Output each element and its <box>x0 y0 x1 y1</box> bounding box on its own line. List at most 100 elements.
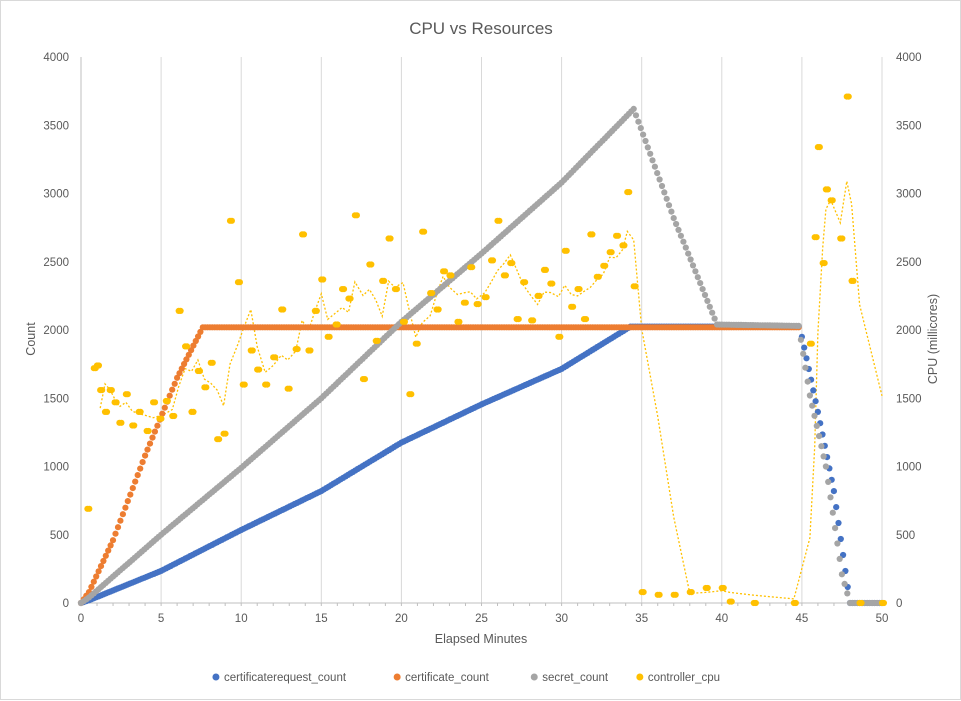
data-point <box>813 422 820 429</box>
data-point <box>834 540 841 547</box>
data-point <box>673 220 680 228</box>
legend-item: secret_count <box>530 672 609 684</box>
data-point <box>792 599 799 607</box>
data-point <box>95 362 102 369</box>
data-point <box>149 434 156 441</box>
data-point <box>117 517 124 524</box>
data-point <box>656 176 663 183</box>
data-point <box>469 264 476 271</box>
data-point <box>159 410 166 417</box>
data-point <box>827 494 834 501</box>
data-point <box>197 328 204 335</box>
data-point <box>145 427 152 435</box>
data-point <box>582 316 590 323</box>
data-point <box>801 344 808 351</box>
data-point <box>114 524 122 531</box>
data-point <box>103 408 111 415</box>
x-tick-label: 30 <box>555 613 568 625</box>
data-point <box>421 228 428 235</box>
data-point <box>833 504 840 511</box>
data-point <box>176 370 183 377</box>
y-tick-label: 3500 <box>43 120 69 132</box>
x-tick-label: 5 <box>158 613 164 625</box>
data-point <box>272 354 279 361</box>
data-point <box>164 397 171 405</box>
data-point <box>806 392 814 399</box>
data-point <box>161 404 168 411</box>
data-point <box>822 463 830 470</box>
y-tick-label: 1000 <box>43 462 69 474</box>
data-point <box>209 359 216 366</box>
data-point <box>816 144 823 151</box>
data-point <box>549 280 556 287</box>
data-point <box>307 347 314 354</box>
data-point <box>124 498 131 505</box>
data-point <box>557 333 564 340</box>
data-point <box>632 112 640 119</box>
data-point <box>429 290 436 297</box>
y2-tick-label: 2000 <box>896 325 922 337</box>
data-point <box>608 249 615 256</box>
data-point <box>802 364 809 371</box>
data-point <box>797 336 805 343</box>
data-point <box>656 591 663 598</box>
series-certificate_count <box>77 324 802 607</box>
y2-tick-label: 0 <box>896 598 902 610</box>
x-tick-label: 40 <box>715 613 728 625</box>
data-point <box>687 256 694 263</box>
data-point <box>393 286 400 293</box>
data-point <box>811 412 818 419</box>
data-point <box>800 350 807 357</box>
data-point <box>654 170 661 177</box>
trendlines <box>99 181 883 600</box>
y2-tick-label: 3000 <box>896 189 922 201</box>
y2-axis-title: CPU (millicores) <box>926 294 940 384</box>
y-tick-label: 2500 <box>43 257 69 269</box>
legend-marker <box>636 673 644 681</box>
y-axis-title: Count <box>24 322 38 356</box>
y2-tick-label: 500 <box>896 530 915 542</box>
x-tick-label: 25 <box>475 613 488 625</box>
data-point <box>361 376 368 383</box>
data-point <box>832 525 839 532</box>
data-point <box>137 465 144 472</box>
legend-label: secret_count <box>542 672 609 684</box>
data-point <box>809 402 816 409</box>
data-point <box>661 189 668 196</box>
data-point <box>699 286 706 293</box>
data-point <box>803 355 810 362</box>
legend-item: certificaterequest_count <box>212 672 347 684</box>
data-point <box>589 231 596 238</box>
data-point <box>119 511 126 518</box>
data-point <box>241 381 248 388</box>
data-point <box>858 599 865 607</box>
x-tick-label: 50 <box>876 613 889 625</box>
data-point <box>515 316 522 323</box>
data-point <box>563 247 570 254</box>
data-point <box>496 217 503 224</box>
x-tick-label: 45 <box>796 613 809 625</box>
data-point <box>108 387 115 394</box>
data-point <box>836 555 843 563</box>
data-point <box>264 381 271 388</box>
data-point <box>675 226 682 233</box>
data-point <box>844 590 851 597</box>
data-point <box>286 385 293 392</box>
data-point <box>347 295 354 302</box>
data-point <box>812 398 819 405</box>
data-point <box>374 337 381 344</box>
data-point <box>839 235 846 242</box>
data-point <box>570 303 577 310</box>
data-point <box>222 430 229 437</box>
data-point <box>704 297 711 304</box>
data-point <box>804 378 811 385</box>
data-point <box>387 235 394 242</box>
data-point <box>174 374 181 381</box>
legend-item: certificate_count <box>393 672 490 684</box>
data-point <box>841 580 848 588</box>
y2-tick-label: 4000 <box>896 52 922 64</box>
data-point <box>105 547 112 554</box>
data-point <box>850 277 857 284</box>
data-point <box>595 273 602 280</box>
data-point <box>102 552 109 559</box>
